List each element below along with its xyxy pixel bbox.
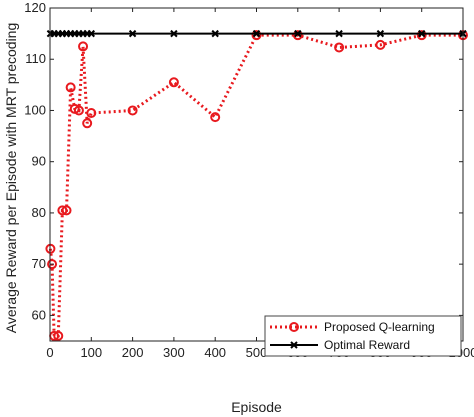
data-point-proposed-q-learning xyxy=(127,105,138,116)
legend-label-q-learning: Proposed Q-learning xyxy=(324,320,435,334)
x-tick-label: 300 xyxy=(163,345,185,360)
legend: Proposed Q-learning Optimal Reward xyxy=(264,315,462,357)
x-tick-label: 200 xyxy=(122,345,144,360)
data-point-proposed-q-learning xyxy=(78,41,89,52)
x-tick-label: 100 xyxy=(80,345,102,360)
data-point-optimal-reward xyxy=(128,29,137,38)
data-point-optimal-reward xyxy=(170,29,178,38)
series-layer xyxy=(45,29,468,341)
data-point-optimal-reward xyxy=(417,29,426,38)
data-point-optimal-reward xyxy=(376,29,385,38)
y-tick-label: 60 xyxy=(32,307,46,322)
data-point-proposed-q-learning xyxy=(375,39,386,50)
data-point-proposed-q-learning xyxy=(57,205,68,216)
data-point-optimal-reward xyxy=(335,29,343,38)
data-point-proposed-q-learning xyxy=(65,82,76,93)
y-tick-label: 100 xyxy=(24,102,46,117)
data-point-proposed-q-learning xyxy=(73,105,84,116)
data-point-proposed-q-learning xyxy=(86,108,97,119)
data-point-proposed-q-learning xyxy=(47,259,58,270)
x-axis-label: Episode xyxy=(231,399,282,415)
series-line-proposed-q-learning xyxy=(48,33,463,338)
data-point-optimal-reward xyxy=(294,29,302,38)
plot-area xyxy=(50,8,463,341)
x-tick-label: 500 xyxy=(246,345,268,360)
data-point-proposed-q-learning xyxy=(53,330,64,341)
y-tick-label: 110 xyxy=(25,51,46,66)
data-point-proposed-q-learning xyxy=(334,42,345,53)
legend-marker-optimal xyxy=(290,341,298,349)
data-point-proposed-q-learning xyxy=(82,118,93,129)
legend-box xyxy=(264,315,462,357)
y-tick-label: 90 xyxy=(32,154,46,169)
legend-marker-q-learning xyxy=(289,322,299,332)
data-point-proposed-q-learning xyxy=(292,30,303,41)
x-tick-label: 400 xyxy=(204,345,226,360)
y-tick-label: 120 xyxy=(24,0,46,15)
data-point-proposed-q-learning xyxy=(168,77,179,88)
data-point-proposed-q-learning xyxy=(251,30,262,41)
y-tick-label: 70 xyxy=(32,256,46,271)
y-tick-label: 80 xyxy=(32,205,46,220)
data-point-optimal-reward xyxy=(211,29,219,38)
data-point-optimal-reward xyxy=(252,29,261,38)
data-point-optimal-reward xyxy=(87,29,96,38)
data-point-proposed-q-learning xyxy=(416,30,427,41)
data-point-proposed-q-learning xyxy=(210,112,221,123)
x-tick-label: 0 xyxy=(46,345,53,360)
data-point-proposed-q-learning xyxy=(61,205,72,216)
y-axis-label: Average Reward per Episode with MRT prec… xyxy=(3,23,19,334)
legend-label-optimal: Optimal Reward xyxy=(324,338,410,352)
